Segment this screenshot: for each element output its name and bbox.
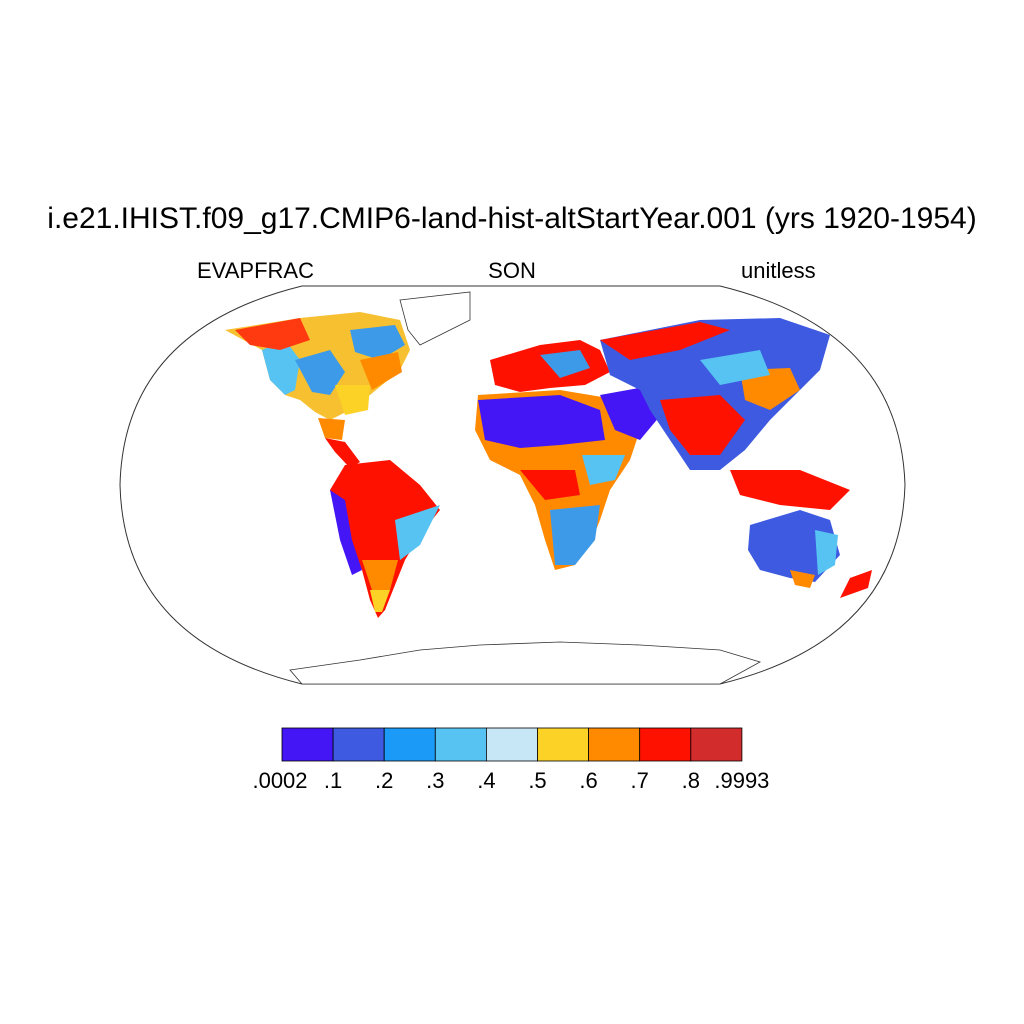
colorbar-swatch	[281, 727, 334, 762]
colorbar-swatch	[485, 727, 538, 762]
colorbar-swatch	[690, 727, 743, 762]
antarctica-outline	[289, 641, 762, 684]
colorbar-tick-label: .8	[681, 768, 700, 793]
colorbar-swatch	[639, 727, 692, 762]
colorbar-tick-label: .5	[528, 768, 547, 793]
units-label: unitless	[741, 258, 816, 283]
colorbar-tick-label: .2	[375, 768, 394, 793]
colorbar-tick-label: .3	[426, 768, 445, 793]
colorbar-tick-label: .4	[477, 768, 496, 793]
new-zealand-region	[840, 570, 872, 598]
africa-region	[475, 390, 640, 570]
colorbar	[281, 727, 743, 762]
colorbar-swatch	[332, 727, 385, 762]
australia-region	[748, 510, 840, 588]
asia-region	[600, 318, 830, 470]
colorbar-tick-label: .9993	[714, 768, 770, 793]
central-america-region	[325, 438, 360, 468]
season-label: SON	[488, 258, 536, 283]
colorbar-tick-label: .0002	[252, 768, 308, 793]
variable-label: EVAPFRAC	[197, 258, 314, 283]
colorbar-tick-label: .1	[323, 768, 343, 793]
maritime-continent-region	[730, 470, 850, 510]
greenland-outline	[399, 291, 471, 346]
europe-region	[490, 340, 610, 392]
colorbar-swatch	[434, 727, 487, 762]
map-title: i.e21.IHIST.f09_g17.CMIP6-land-hist-altS…	[47, 202, 977, 235]
colorbar-tick-label: .6	[579, 768, 598, 793]
colorbar-swatch	[588, 727, 641, 762]
colorbar-swatch	[537, 727, 589, 762]
north-america-region	[225, 312, 410, 440]
colorbar-tick-label: .7	[630, 768, 649, 793]
colorbar-swatch	[383, 727, 436, 762]
south-america-region	[330, 460, 440, 618]
